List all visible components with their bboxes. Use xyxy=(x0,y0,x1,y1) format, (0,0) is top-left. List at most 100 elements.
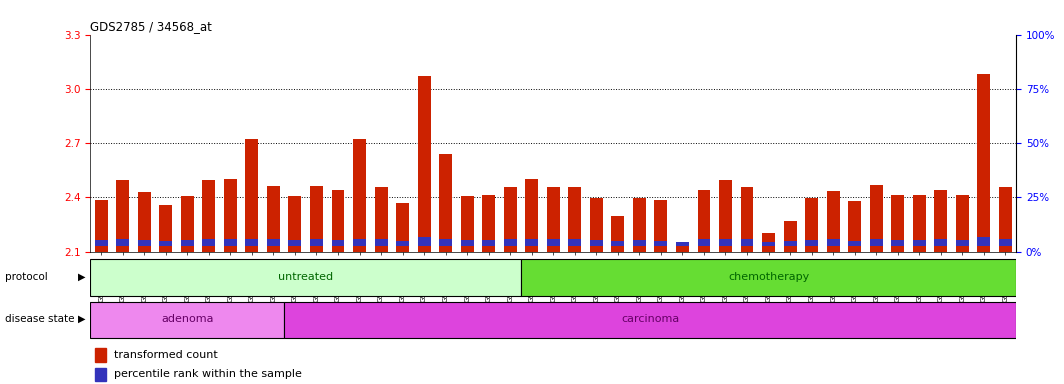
Bar xyxy=(332,240,345,246)
Bar xyxy=(461,240,473,246)
Bar xyxy=(612,216,625,252)
Bar xyxy=(698,190,711,252)
Text: protocol: protocol xyxy=(5,271,48,281)
Bar xyxy=(160,205,172,252)
Bar xyxy=(181,240,194,246)
Bar xyxy=(246,239,259,246)
Bar xyxy=(223,179,237,252)
Bar xyxy=(353,139,366,252)
Bar xyxy=(310,185,323,252)
Bar xyxy=(526,179,538,252)
Bar xyxy=(202,239,215,246)
Bar xyxy=(719,180,732,252)
Bar xyxy=(676,242,688,252)
Bar xyxy=(913,195,926,252)
Text: ▶: ▶ xyxy=(78,271,85,281)
Bar xyxy=(461,196,473,252)
Bar xyxy=(869,239,883,246)
Bar xyxy=(783,241,797,246)
Bar xyxy=(999,239,1012,246)
Bar xyxy=(396,203,409,252)
Bar xyxy=(418,237,431,246)
Bar xyxy=(375,239,387,246)
Bar xyxy=(375,187,387,252)
Bar xyxy=(589,198,603,252)
Bar xyxy=(827,239,839,246)
Bar xyxy=(160,241,172,246)
Bar xyxy=(848,201,861,252)
Bar xyxy=(503,187,517,252)
Bar xyxy=(547,239,560,246)
Text: untreated: untreated xyxy=(278,271,333,281)
Bar xyxy=(138,240,151,246)
Bar xyxy=(482,195,495,252)
Bar xyxy=(741,239,753,246)
Bar xyxy=(90,301,284,338)
Text: ▶: ▶ xyxy=(78,314,85,324)
Bar xyxy=(116,239,129,246)
Text: percentile rank within the sample: percentile rank within the sample xyxy=(114,369,301,379)
Bar xyxy=(503,239,517,246)
Bar xyxy=(676,242,688,246)
Bar xyxy=(547,187,560,252)
Text: adenoma: adenoma xyxy=(161,314,214,324)
Bar xyxy=(633,198,646,252)
Bar xyxy=(223,239,237,246)
Bar xyxy=(719,239,732,246)
Bar xyxy=(869,185,883,252)
Bar xyxy=(95,200,107,252)
Bar xyxy=(612,241,625,246)
Bar xyxy=(332,190,345,252)
Bar xyxy=(310,239,323,246)
Text: transformed count: transformed count xyxy=(114,350,217,360)
Bar xyxy=(521,259,1016,296)
Bar xyxy=(181,196,194,252)
Bar xyxy=(741,187,753,252)
Bar xyxy=(267,239,280,246)
Bar xyxy=(913,240,926,246)
Bar xyxy=(934,239,947,246)
Bar xyxy=(827,191,839,252)
Text: disease state: disease state xyxy=(5,314,74,324)
Bar xyxy=(95,240,107,246)
Bar xyxy=(762,233,775,252)
Bar xyxy=(482,240,495,246)
Bar xyxy=(892,195,904,252)
Text: chemotherapy: chemotherapy xyxy=(728,271,810,281)
Bar xyxy=(526,239,538,246)
Bar xyxy=(138,192,151,252)
Bar xyxy=(654,200,667,252)
Bar xyxy=(999,187,1012,252)
Bar xyxy=(284,301,1016,338)
Bar xyxy=(654,241,667,246)
Bar xyxy=(589,240,603,246)
Text: carcinoma: carcinoma xyxy=(621,314,679,324)
Bar xyxy=(246,139,259,252)
Bar xyxy=(116,180,129,252)
Bar xyxy=(439,239,452,246)
Bar xyxy=(955,240,968,246)
Bar xyxy=(353,239,366,246)
Bar xyxy=(978,237,991,246)
Bar xyxy=(783,221,797,252)
Bar xyxy=(396,241,409,246)
Bar xyxy=(633,240,646,246)
Bar xyxy=(568,187,581,252)
Bar xyxy=(892,240,904,246)
Bar xyxy=(805,198,818,252)
Bar xyxy=(288,196,301,252)
Bar xyxy=(439,154,452,252)
Bar xyxy=(848,241,861,246)
Bar xyxy=(95,368,106,381)
Bar xyxy=(698,239,711,246)
Bar xyxy=(267,185,280,252)
Bar xyxy=(978,74,991,252)
Bar xyxy=(568,239,581,246)
Bar xyxy=(418,76,431,252)
Bar xyxy=(202,180,215,252)
Bar xyxy=(762,242,775,246)
Text: GDS2785 / 34568_at: GDS2785 / 34568_at xyxy=(90,20,213,33)
Bar xyxy=(805,240,818,246)
Bar xyxy=(95,349,106,362)
Bar xyxy=(90,259,521,296)
